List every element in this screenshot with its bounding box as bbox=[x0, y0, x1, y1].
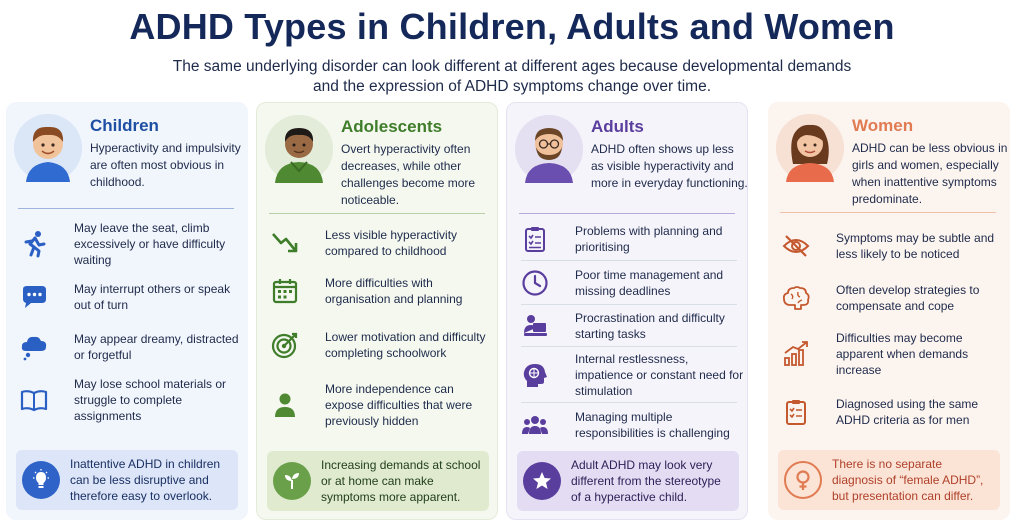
woman-avatar bbox=[776, 114, 844, 182]
callout-text: Adult ADHD may look very different from … bbox=[571, 458, 721, 504]
item-text: Less visible hyperactivity compared to c… bbox=[325, 228, 458, 258]
item-text: Procrastination and difficulty starting … bbox=[575, 311, 725, 341]
trend-down-icon bbox=[263, 225, 307, 261]
clock-icon bbox=[513, 265, 557, 301]
symptom-list: Problems with planning and prioritising … bbox=[513, 217, 745, 447]
item-text: Difficulties may become apparent when de… bbox=[836, 331, 969, 377]
card-header: Adolescents Overt hyperactivity often de… bbox=[263, 111, 493, 211]
category-description: ADHD often shows up less as visible hype… bbox=[591, 142, 748, 190]
adolescent-avatar bbox=[265, 115, 333, 183]
card-women: Women ADHD can be less obvious in girls … bbox=[768, 102, 1010, 520]
subtitle-line-2: and the expression of ADHD symptoms chan… bbox=[312, 78, 712, 95]
category-title: Adolescents bbox=[341, 117, 443, 136]
list-item: May appear dreamy, distracted or forgetf… bbox=[12, 322, 244, 372]
callout-box: There is no separate diagnosis of “femal… bbox=[778, 450, 1000, 510]
callout-text: Increasing demands at school or at home … bbox=[321, 458, 481, 504]
list-item: Problems with planning and prioritising bbox=[513, 217, 745, 261]
child-avatar bbox=[14, 114, 82, 182]
list-item: Procrastination and difficulty starting … bbox=[513, 305, 745, 347]
callout-box: Inattentive ADHD in children can be less… bbox=[16, 450, 238, 510]
callout-text: There is no separate diagnosis of “femal… bbox=[832, 457, 984, 503]
symptom-list: May leave the seat, climb excessively or… bbox=[12, 216, 244, 428]
female-symbol-icon bbox=[784, 461, 822, 499]
person-icon bbox=[263, 387, 307, 423]
page-title: ADHD Types in Children, Adults and Women bbox=[129, 6, 895, 47]
card-adults: Adults ADHD often shows up less as visib… bbox=[506, 102, 748, 520]
target-icon bbox=[263, 327, 307, 363]
calendar-icon bbox=[263, 273, 307, 309]
card-header: Children Hyperactivity and impulsivity a… bbox=[12, 110, 242, 210]
category-title: Adults bbox=[591, 117, 644, 136]
item-text: Internal restlessness, impatience or con… bbox=[575, 352, 744, 398]
list-item: May lose school materials or struggle to… bbox=[12, 372, 244, 428]
list-item: May leave the seat, climb excessively or… bbox=[12, 216, 244, 272]
laptop-worker-icon bbox=[513, 308, 557, 344]
item-text: Problems with planning and prioritising bbox=[575, 224, 723, 254]
callout-box: Increasing demands at school or at home … bbox=[267, 451, 489, 511]
list-item: Symptoms may be subtle and less likely t… bbox=[774, 220, 1006, 272]
subtitle-line-1: The same underlying disorder can look di… bbox=[172, 58, 852, 75]
page-subtitle: The same underlying disorder can look di… bbox=[112, 57, 912, 97]
list-item: More difficulties with organisation and … bbox=[263, 267, 495, 315]
item-text: More difficulties with organisation and … bbox=[325, 276, 463, 306]
list-item: Difficulties may become apparent when de… bbox=[774, 324, 1006, 384]
list-item: Diagnosed using the same ADHD criteria a… bbox=[774, 384, 1006, 440]
list-item: Less visible hyperactivity compared to c… bbox=[263, 219, 495, 267]
item-text: Managing multiple responsibilities is ch… bbox=[575, 410, 730, 440]
item-text: May appear dreamy, distracted or forgetf… bbox=[74, 332, 239, 362]
symptom-list: Symptoms may be subtle and less likely t… bbox=[774, 220, 1006, 440]
card-header: Adults ADHD often shows up less as visib… bbox=[513, 111, 748, 211]
list-item: Poor time management and missing deadlin… bbox=[513, 261, 745, 305]
list-item: May interrupt others or speak out of tur… bbox=[12, 272, 244, 322]
symptom-list: Less visible hyperactivity compared to c… bbox=[263, 219, 495, 435]
category-description: Hyperactivity and impulsivity are often … bbox=[90, 141, 241, 189]
item-text: May interrupt others or speak out of tur… bbox=[74, 282, 231, 312]
item-text: Symptoms may be subtle and less likely t… bbox=[836, 231, 995, 261]
category-description: ADHD can be less obvious in girls and wo… bbox=[852, 141, 1008, 206]
item-text: Lower motivation and difficulty completi… bbox=[325, 330, 486, 360]
adult-avatar bbox=[515, 115, 583, 183]
category-title: Children bbox=[90, 116, 159, 135]
item-text: More independence can expose difficultie… bbox=[325, 382, 473, 428]
item-text: Diagnosed using the same ADHD criteria a… bbox=[836, 397, 979, 427]
star-icon bbox=[523, 462, 561, 500]
list-item: More independence can expose difficultie… bbox=[263, 375, 495, 435]
list-item: Managing multiple responsibilities is ch… bbox=[513, 403, 745, 447]
speech-bubble-icon bbox=[12, 279, 56, 315]
card-header: Women ADHD can be less obvious in girls … bbox=[774, 110, 1007, 210]
item-text: May leave the seat, climb excessively or… bbox=[74, 221, 226, 267]
item-text: May lose school materials or struggle to… bbox=[74, 377, 227, 423]
category-description: Overt hyperactivity often decreases, whi… bbox=[341, 142, 476, 207]
brain-icon bbox=[774, 280, 818, 316]
clipboard-checklist-icon bbox=[513, 221, 557, 257]
sprout-icon bbox=[273, 462, 311, 500]
item-text: Often develop strategies to compensate a… bbox=[836, 283, 980, 313]
running-person-icon bbox=[12, 226, 56, 262]
card-children: Children Hyperactivity and impulsivity a… bbox=[6, 102, 248, 520]
category-title: Women bbox=[852, 116, 914, 135]
open-book-icon bbox=[12, 382, 56, 418]
list-item: Often develop strategies to compensate a… bbox=[774, 272, 1006, 324]
bar-chart-up-icon bbox=[774, 336, 818, 372]
item-text: Poor time management and missing deadlin… bbox=[575, 268, 724, 298]
list-item: Internal restlessness, impatience or con… bbox=[513, 347, 745, 403]
divider bbox=[519, 213, 735, 214]
thought-cloud-icon bbox=[12, 329, 56, 365]
lightbulb-icon bbox=[22, 461, 60, 499]
group-people-icon bbox=[513, 407, 557, 443]
head-brain-icon bbox=[513, 357, 557, 393]
divider bbox=[269, 213, 485, 214]
list-item: Lower motivation and difficulty completi… bbox=[263, 315, 495, 375]
callout-text: Inattentive ADHD in children can be less… bbox=[70, 457, 221, 503]
card-adolescents: Adolescents Overt hyperactivity often de… bbox=[256, 102, 498, 520]
eye-slash-icon bbox=[774, 228, 818, 264]
divider bbox=[18, 208, 234, 209]
callout-box: Adult ADHD may look very different from … bbox=[517, 451, 739, 511]
checklist-icon bbox=[774, 394, 818, 430]
divider bbox=[780, 212, 996, 213]
